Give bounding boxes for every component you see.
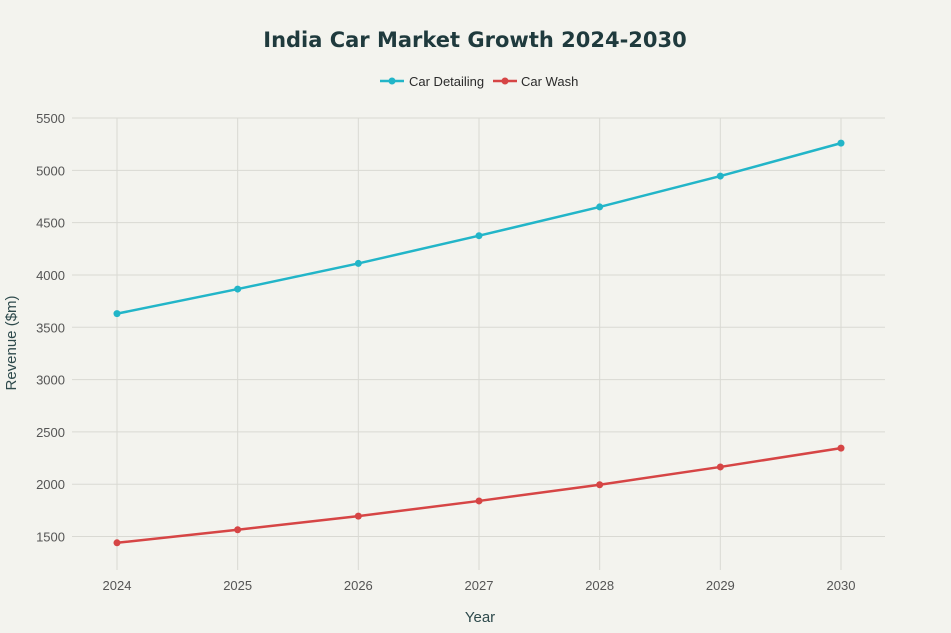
data-point-car-wash[interactable] xyxy=(475,497,483,505)
data-point-car-wash[interactable] xyxy=(596,481,604,489)
data-point-car-wash[interactable] xyxy=(716,463,724,471)
x-tick-label: 2025 xyxy=(223,578,252,593)
x-tick-label: 2030 xyxy=(827,578,856,593)
data-point-car-wash[interactable] xyxy=(234,526,242,534)
data-point-car-detailing[interactable] xyxy=(113,310,121,318)
legend-label-car-wash: Car Wash xyxy=(521,74,578,89)
data-point-car-wash[interactable] xyxy=(354,512,362,520)
y-tick-label: 3500 xyxy=(36,320,65,335)
chart-title: India Car Market Growth 2024-2030 xyxy=(263,28,686,52)
data-point-car-detailing[interactable] xyxy=(716,172,724,180)
x-tick-label: 2029 xyxy=(706,578,735,593)
data-point-car-wash[interactable] xyxy=(113,539,121,547)
data-point-car-detailing[interactable] xyxy=(475,232,483,240)
x-axis-ticks: 2024 2025 2026 2027 2028 2029 2030 xyxy=(103,578,856,593)
data-point-car-detailing[interactable] xyxy=(234,285,242,293)
series-car-wash xyxy=(113,444,845,547)
y-axis-ticks: 1500 2000 2500 3000 3500 4000 4500 5000 5500 xyxy=(36,111,65,545)
y-axis-title: Revenue ($m) xyxy=(3,295,20,390)
y-tick-label: 2000 xyxy=(36,477,65,492)
x-tick-label: 2024 xyxy=(103,578,132,593)
x-gridlines xyxy=(116,118,842,570)
y-tick-label: 5000 xyxy=(36,163,65,178)
y-tick-label: 1500 xyxy=(36,530,65,545)
data-point-car-detailing[interactable] xyxy=(354,259,362,267)
y-tick-label: 4500 xyxy=(36,216,65,231)
y-tick-label: 3000 xyxy=(36,373,65,388)
legend-item-car-detailing[interactable]: Car Detailing xyxy=(380,74,484,89)
x-axis-title: Year xyxy=(465,609,495,626)
series-layer xyxy=(113,139,845,547)
x-tick-label: 2028 xyxy=(585,578,614,593)
y-tick-label: 5500 xyxy=(36,111,65,126)
legend-swatch-dot xyxy=(388,77,396,85)
x-tick-label: 2026 xyxy=(344,578,373,593)
x-tick-label: 2027 xyxy=(465,578,494,593)
data-point-car-wash[interactable] xyxy=(837,444,845,452)
y-tick-label: 2500 xyxy=(36,425,65,440)
legend-swatch-dot xyxy=(501,77,509,85)
data-point-car-detailing[interactable] xyxy=(837,139,845,147)
legend[interactable]: Car Detailing Car Wash xyxy=(380,74,578,89)
y-tick-label: 4000 xyxy=(36,268,65,283)
series-car-detailing xyxy=(113,139,845,318)
legend-item-car-wash[interactable]: Car Wash xyxy=(493,74,578,89)
legend-label-car-detailing: Car Detailing xyxy=(409,74,484,89)
data-point-car-detailing[interactable] xyxy=(596,203,604,211)
